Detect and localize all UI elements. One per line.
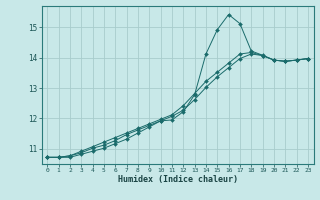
X-axis label: Humidex (Indice chaleur): Humidex (Indice chaleur) (118, 175, 237, 184)
